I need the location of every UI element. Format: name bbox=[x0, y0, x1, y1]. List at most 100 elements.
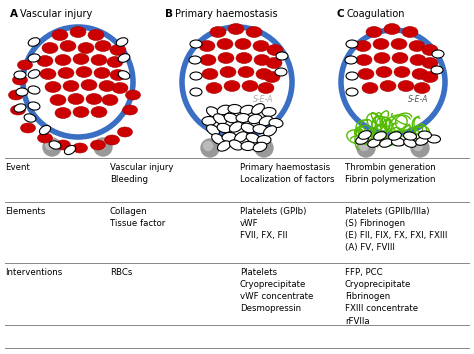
Ellipse shape bbox=[40, 69, 56, 80]
Ellipse shape bbox=[422, 72, 438, 82]
Text: Vascular injury
Bleeding: Vascular injury Bleeding bbox=[110, 163, 173, 184]
Ellipse shape bbox=[269, 119, 283, 127]
Ellipse shape bbox=[218, 52, 234, 63]
Ellipse shape bbox=[259, 116, 273, 126]
Ellipse shape bbox=[264, 126, 276, 136]
Ellipse shape bbox=[49, 141, 61, 150]
Ellipse shape bbox=[190, 72, 202, 80]
Text: FFP, PCC
Cryoprecipitate
Fibrinogen
FXIII concentrate
rFVIIa: FFP, PCC Cryoprecipitate Fibrinogen FXII… bbox=[345, 268, 418, 326]
Ellipse shape bbox=[94, 68, 110, 79]
Ellipse shape bbox=[104, 135, 119, 145]
Ellipse shape bbox=[28, 70, 40, 78]
Ellipse shape bbox=[398, 80, 414, 91]
Circle shape bbox=[257, 142, 266, 150]
Text: S-E-A: S-E-A bbox=[253, 96, 273, 104]
Ellipse shape bbox=[222, 132, 236, 142]
Ellipse shape bbox=[95, 40, 111, 51]
Circle shape bbox=[182, 27, 292, 137]
Ellipse shape bbox=[24, 114, 36, 122]
Ellipse shape bbox=[236, 114, 250, 122]
Ellipse shape bbox=[63, 80, 79, 91]
Ellipse shape bbox=[86, 93, 102, 104]
Ellipse shape bbox=[42, 42, 58, 53]
Ellipse shape bbox=[224, 113, 238, 123]
Ellipse shape bbox=[422, 57, 438, 69]
Ellipse shape bbox=[200, 55, 216, 65]
Ellipse shape bbox=[248, 114, 262, 124]
Ellipse shape bbox=[76, 67, 92, 78]
Ellipse shape bbox=[267, 45, 283, 56]
Ellipse shape bbox=[252, 104, 264, 114]
Ellipse shape bbox=[346, 72, 358, 80]
Ellipse shape bbox=[118, 127, 133, 137]
Ellipse shape bbox=[60, 40, 76, 51]
Text: C: C bbox=[337, 9, 345, 19]
Circle shape bbox=[341, 30, 445, 134]
Circle shape bbox=[203, 142, 212, 150]
Ellipse shape bbox=[10, 105, 26, 115]
Ellipse shape bbox=[70, 27, 86, 38]
Ellipse shape bbox=[110, 69, 126, 80]
Ellipse shape bbox=[110, 45, 126, 56]
Ellipse shape bbox=[412, 69, 428, 80]
Ellipse shape bbox=[91, 55, 107, 65]
Ellipse shape bbox=[224, 80, 240, 91]
Text: RBCs: RBCs bbox=[110, 268, 132, 277]
Ellipse shape bbox=[50, 95, 66, 105]
Ellipse shape bbox=[242, 80, 258, 91]
Ellipse shape bbox=[202, 69, 218, 80]
Text: Thrombin generation
Fibrin polymerization: Thrombin generation Fibrin polymerizatio… bbox=[345, 163, 436, 184]
Ellipse shape bbox=[190, 88, 202, 96]
Ellipse shape bbox=[28, 102, 40, 110]
Ellipse shape bbox=[52, 29, 68, 40]
Ellipse shape bbox=[207, 125, 219, 135]
Ellipse shape bbox=[28, 38, 40, 46]
Ellipse shape bbox=[410, 55, 426, 65]
Ellipse shape bbox=[264, 72, 280, 82]
Ellipse shape bbox=[190, 40, 202, 48]
Text: Platelets (GPIIb/IIIa)
(S) Fibrinogen
(E) FII, FIX, FX, FXI, FXIII
(A) FV, FVIII: Platelets (GPIIb/IIIa) (S) Fibrinogen (E… bbox=[345, 207, 447, 252]
Ellipse shape bbox=[238, 67, 254, 78]
Ellipse shape bbox=[37, 133, 53, 143]
Ellipse shape bbox=[254, 55, 270, 65]
Text: Elements: Elements bbox=[5, 207, 46, 216]
Text: Platelets (GPIb)
vWF
FVII, FX, FII: Platelets (GPIb) vWF FVII, FX, FII bbox=[240, 207, 306, 240]
Ellipse shape bbox=[55, 108, 71, 119]
Text: Primary haemostasis
Localization of factors: Primary haemostasis Localization of fact… bbox=[240, 163, 335, 184]
Ellipse shape bbox=[73, 53, 89, 64]
Ellipse shape bbox=[58, 68, 74, 79]
Text: B: B bbox=[165, 9, 173, 19]
Ellipse shape bbox=[202, 116, 216, 126]
Circle shape bbox=[411, 139, 429, 157]
Ellipse shape bbox=[18, 60, 33, 70]
Circle shape bbox=[255, 139, 273, 157]
Ellipse shape bbox=[368, 139, 380, 147]
Ellipse shape bbox=[246, 133, 260, 143]
Ellipse shape bbox=[432, 50, 444, 58]
Ellipse shape bbox=[217, 105, 231, 115]
Ellipse shape bbox=[229, 122, 243, 132]
Ellipse shape bbox=[404, 139, 416, 147]
Ellipse shape bbox=[73, 107, 89, 118]
Ellipse shape bbox=[28, 86, 40, 94]
Ellipse shape bbox=[241, 142, 255, 150]
Ellipse shape bbox=[384, 23, 400, 34]
Text: Interventions: Interventions bbox=[5, 268, 62, 277]
Ellipse shape bbox=[229, 140, 243, 150]
Ellipse shape bbox=[55, 55, 71, 65]
Ellipse shape bbox=[14, 70, 26, 80]
Ellipse shape bbox=[211, 134, 224, 144]
Ellipse shape bbox=[356, 136, 368, 144]
Ellipse shape bbox=[118, 71, 130, 79]
Ellipse shape bbox=[380, 139, 392, 147]
Ellipse shape bbox=[256, 69, 272, 80]
Ellipse shape bbox=[64, 146, 76, 154]
Ellipse shape bbox=[345, 56, 357, 64]
Circle shape bbox=[97, 141, 106, 149]
Ellipse shape bbox=[374, 132, 386, 140]
Ellipse shape bbox=[275, 68, 287, 76]
Ellipse shape bbox=[422, 45, 438, 56]
Ellipse shape bbox=[99, 80, 115, 91]
Circle shape bbox=[94, 138, 112, 156]
Text: Collagen
Tissue factor: Collagen Tissue factor bbox=[110, 207, 165, 228]
